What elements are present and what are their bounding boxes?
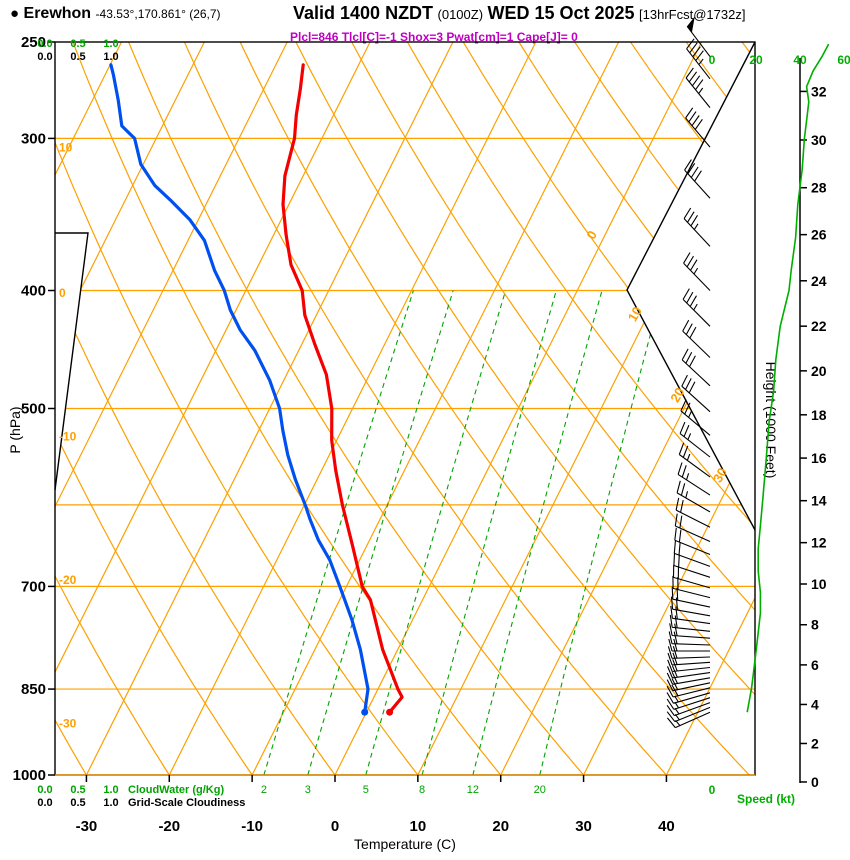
svg-text:Grid-Scale Cloudiness: Grid-Scale Cloudiness	[128, 797, 245, 809]
svg-text:16: 16	[811, 450, 827, 466]
svg-text:0.5: 0.5	[70, 51, 85, 63]
valid-zulu: (0100Z)	[437, 7, 484, 22]
svg-text:20: 20	[667, 385, 687, 405]
valid-time-title: Valid 1400 NZDT (0100Z) WED 15 Oct 2025 …	[293, 3, 745, 24]
svg-text:0: 0	[709, 53, 716, 67]
svg-text:0: 0	[709, 783, 716, 797]
svg-text:20: 20	[534, 784, 546, 796]
svg-text:8: 8	[811, 617, 819, 633]
wind-barbs	[666, 16, 711, 729]
svg-text:700: 700	[21, 578, 46, 595]
svg-text:CloudWater (g/Kg): CloudWater (g/Kg)	[128, 784, 224, 796]
svg-text:5: 5	[363, 784, 369, 796]
svg-text:300: 300	[21, 130, 46, 147]
svg-text:20: 20	[492, 818, 509, 835]
svg-text:500: 500	[21, 401, 46, 418]
valid-prefix: Valid 1400 NZDT	[293, 3, 434, 23]
svg-text:24: 24	[811, 273, 827, 289]
svg-text:-30: -30	[76, 818, 98, 835]
svg-text:40: 40	[658, 818, 675, 835]
svg-text:12: 12	[467, 784, 479, 796]
surface-dewpoint-dot	[361, 708, 369, 716]
valid-date: WED 15 Oct 2025	[487, 3, 635, 23]
svg-text:1.0: 1.0	[103, 51, 118, 63]
svg-text:2: 2	[261, 784, 267, 796]
svg-text:400: 400	[21, 283, 46, 300]
dewpoint-curve	[109, 63, 370, 714]
svg-text:12: 12	[811, 535, 827, 551]
temperature-axis: -30 -20 -10 0 10 20 30 40	[76, 775, 675, 835]
svg-text:0.0: 0.0	[37, 784, 52, 796]
svg-text:22: 22	[811, 318, 827, 334]
svg-text:-10: -10	[241, 818, 263, 835]
svg-text:1.0: 1.0	[103, 38, 118, 50]
pressure-axis: 250 300 400 500 700 850 1000	[13, 34, 55, 784]
svg-text:40: 40	[793, 53, 807, 67]
svg-text:20: 20	[811, 363, 827, 379]
svg-text:2: 2	[811, 735, 819, 751]
station-name: Erewhon	[23, 5, 92, 22]
surface-temperature-dot	[386, 708, 394, 716]
svg-text:-20: -20	[158, 818, 180, 835]
svg-text:0.5: 0.5	[70, 797, 85, 809]
svg-text:0: 0	[811, 774, 819, 790]
temperature-curve	[281, 63, 404, 714]
svg-text:6: 6	[811, 657, 819, 673]
station-bullet-icon: ●	[10, 5, 20, 22]
svg-text:0.0: 0.0	[37, 797, 52, 809]
svg-text:Speed (kt): Speed (kt)	[737, 792, 795, 806]
station-location: -43.53°,170.861° (26,7)	[95, 7, 221, 21]
svg-text:1000: 1000	[13, 767, 46, 784]
svg-text:30: 30	[575, 818, 592, 835]
svg-text:4: 4	[811, 696, 819, 712]
wind-speed-curve	[746, 43, 830, 713]
svg-text:10: 10	[811, 576, 827, 592]
svg-text:30: 30	[710, 465, 730, 485]
stability-indices: Plcl=846 Tlcl[C]=-1 Shox=3 Pwat[cm]=1 Ca…	[290, 30, 578, 44]
svg-text:8: 8	[419, 784, 425, 796]
svg-text:0.5: 0.5	[70, 38, 85, 50]
svg-text:850: 850	[21, 681, 46, 698]
svg-text:10: 10	[410, 818, 427, 835]
svg-text:0.0: 0.0	[37, 38, 52, 50]
svg-text:1.0: 1.0	[103, 784, 118, 796]
forecast-tag: [13hrFcst@1732z]	[639, 7, 746, 22]
temperature-axis-title: Temperature (C)	[354, 836, 456, 852]
svg-text:60: 60	[837, 53, 850, 67]
svg-text:18: 18	[811, 407, 827, 423]
svg-text:0.0: 0.0	[37, 51, 52, 63]
svg-text:26: 26	[811, 227, 827, 243]
svg-text:10: 10	[625, 304, 645, 324]
svg-text:14: 14	[811, 493, 827, 509]
svg-text:-10: -10	[59, 430, 77, 444]
cloud-scales: 0.00.00.50.51.01.00.00.00.50.51.01.0Clou…	[37, 38, 245, 809]
svg-text:250: 250	[21, 34, 46, 51]
svg-text:3: 3	[305, 784, 311, 796]
svg-text:32: 32	[811, 83, 827, 99]
svg-text:-30: -30	[59, 717, 77, 731]
svg-text:28: 28	[811, 180, 827, 196]
svg-text:20: 20	[749, 53, 763, 67]
svg-text:0.5: 0.5	[70, 784, 85, 796]
svg-text:-20: -20	[59, 573, 77, 587]
svg-text:0: 0	[59, 286, 66, 300]
station-header: ● Erewhon -43.53°,170.861° (26,7)	[10, 5, 221, 23]
grid-line-labels: 0 10 20 30 10 0 -10 -20 -30 2 3 5 8 12 20	[59, 141, 730, 796]
svg-text:1.0: 1.0	[103, 797, 118, 809]
svg-text:0: 0	[583, 228, 600, 242]
svg-text:30: 30	[811, 132, 827, 148]
svg-text:10: 10	[59, 141, 73, 155]
svg-text:0: 0	[331, 818, 339, 835]
